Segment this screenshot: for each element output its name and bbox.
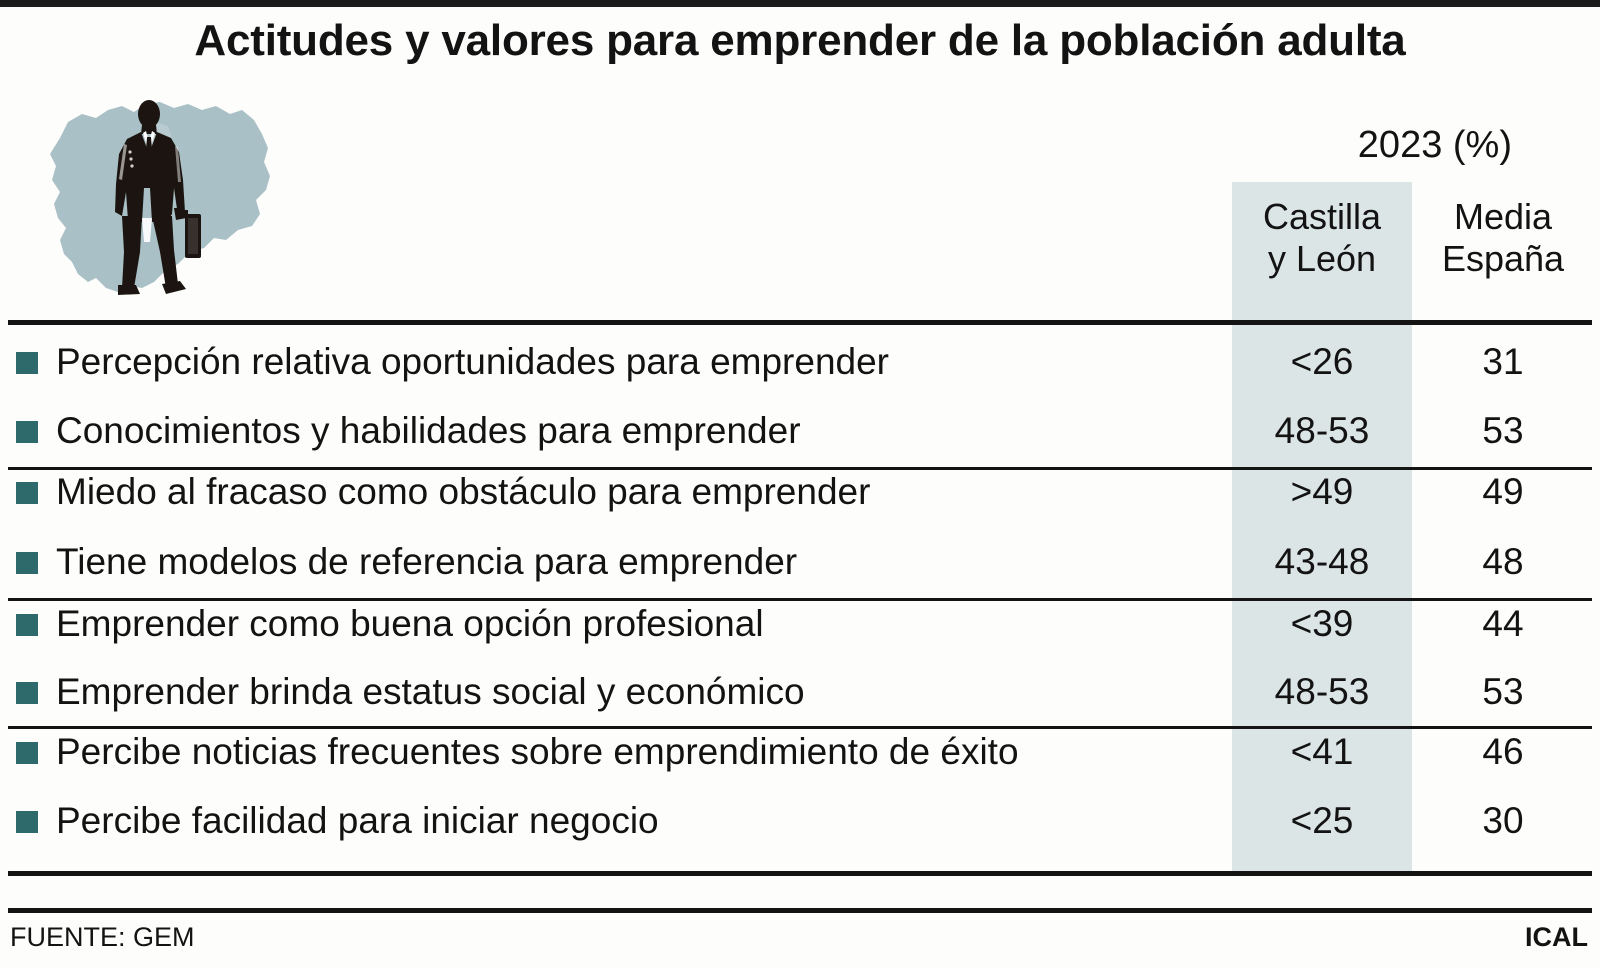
group-divider-rule [8,598,1592,601]
row-value-castilla-y-leon: <25 [1290,800,1354,841]
column-header-cyl-line1: Castilla [1262,196,1382,237]
group-divider-rule [8,467,1592,470]
row-label: Conocimientos y habilidades para emprend… [56,410,801,451]
row-value-castilla-y-leon: <26 [1290,341,1354,382]
column-header-media-espana: Media España [1418,196,1588,281]
column-header-castilla-y-leon: Castilla y León [1232,196,1412,281]
row-label: Tiene modelos de referencia para emprend… [56,541,798,582]
row-value-castilla-y-leon: >49 [1290,471,1354,512]
row-label: Percibe facilidad para iniciar negocio [56,800,659,841]
row-value-castilla-y-leon: 48-53 [1274,671,1370,712]
group-divider-rule [8,726,1592,729]
year-label: 2023 (%) [1357,124,1512,166]
businessman-silhouette [115,100,201,295]
illustration-map-and-businessman [38,92,278,307]
table-row: Conocimientos y habilidades para emprend… [8,399,1592,463]
bullet-square-icon [16,614,38,636]
bullet-square-icon [16,742,38,764]
row-value-castilla-y-leon: 48-53 [1274,410,1370,451]
table-row: Percibe noticias frecuentes sobre empren… [8,720,1592,784]
table-bottom-rule [8,871,1592,876]
bullet-square-icon [16,352,38,374]
row-value-media-espana: 48 [1482,541,1524,582]
footer-rule [8,908,1592,913]
row-value-media-espana: 53 [1482,410,1524,451]
table-row: Emprender brinda estatus social y económ… [8,660,1592,724]
bullet-square-icon [16,811,38,833]
row-value-media-espana: 46 [1482,731,1524,772]
table-row: Miedo al fracaso como obstáculo para emp… [8,460,1592,524]
row-value-media-espana: 49 [1482,471,1524,512]
row-label: Emprender como buena opción profesional [56,603,764,644]
footer-source: FUENTE: GEM [10,922,195,952]
row-value-media-espana: 31 [1482,341,1524,382]
row-label: Percepción relativa oportunidades para e… [56,341,890,382]
row-value-castilla-y-leon: <39 [1290,603,1354,644]
row-label: Miedo al fracaso como obstáculo para emp… [56,471,871,512]
table-row: Percibe facilidad para iniciar negocio <… [8,789,1592,853]
row-value-castilla-y-leon: <41 [1290,731,1354,772]
column-header-esp-line2: España [1441,238,1565,280]
header-rule [8,320,1592,325]
table-row: Percepción relativa oportunidades para e… [8,330,1592,394]
row-value-castilla-y-leon: 43-48 [1274,541,1370,582]
row-value-media-espana: 30 [1482,800,1524,841]
bullet-square-icon [16,552,38,574]
bullet-square-icon [16,421,38,443]
row-value-media-espana: 44 [1482,603,1524,644]
bullet-square-icon [16,482,38,504]
column-header-cyl-line2: y León [1267,238,1377,280]
row-label: Emprender brinda estatus social y económ… [56,671,805,712]
row-value-media-espana: 53 [1482,671,1524,712]
top-black-bar [0,0,1600,7]
column-header-esp-line1: Media [1453,196,1553,237]
bullet-square-icon [16,682,38,704]
footer-credit: ICAL [1525,922,1588,952]
highlight-column-castilla-y-leon [1232,182,1412,874]
row-label: Percibe noticias frecuentes sobre empren… [56,731,1019,772]
table-row: Emprender como buena opción profesional … [8,592,1592,656]
table-row: Tiene modelos de referencia para emprend… [8,530,1592,594]
page-title: Actitudes y valores para emprender de la… [194,16,1406,65]
